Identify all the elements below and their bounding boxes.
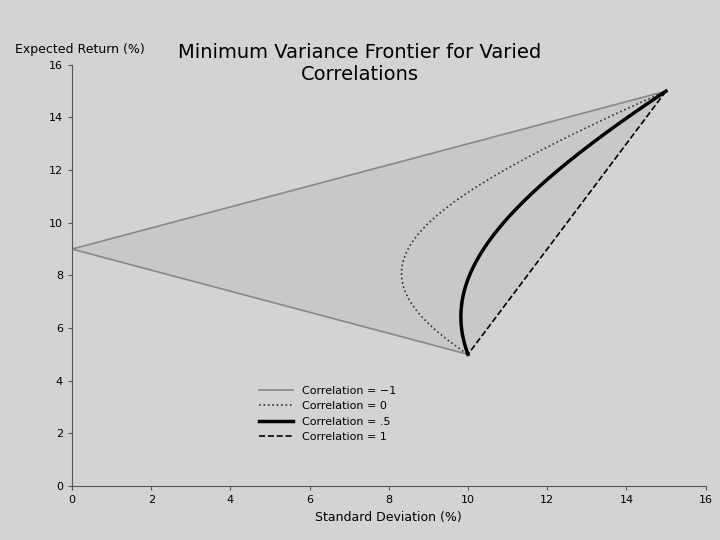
Legend: Correlation = −1, Correlation = 0, Correlation = .5, Correlation = 1: Correlation = −1, Correlation = 0, Corre…: [255, 381, 400, 447]
X-axis label: Standard Deviation (%): Standard Deviation (%): [315, 511, 462, 524]
Text: Expected Return (%): Expected Return (%): [15, 43, 145, 56]
Polygon shape: [73, 91, 666, 354]
Text: Minimum Variance Frontier for Varied
Correlations: Minimum Variance Frontier for Varied Cor…: [179, 43, 541, 84]
